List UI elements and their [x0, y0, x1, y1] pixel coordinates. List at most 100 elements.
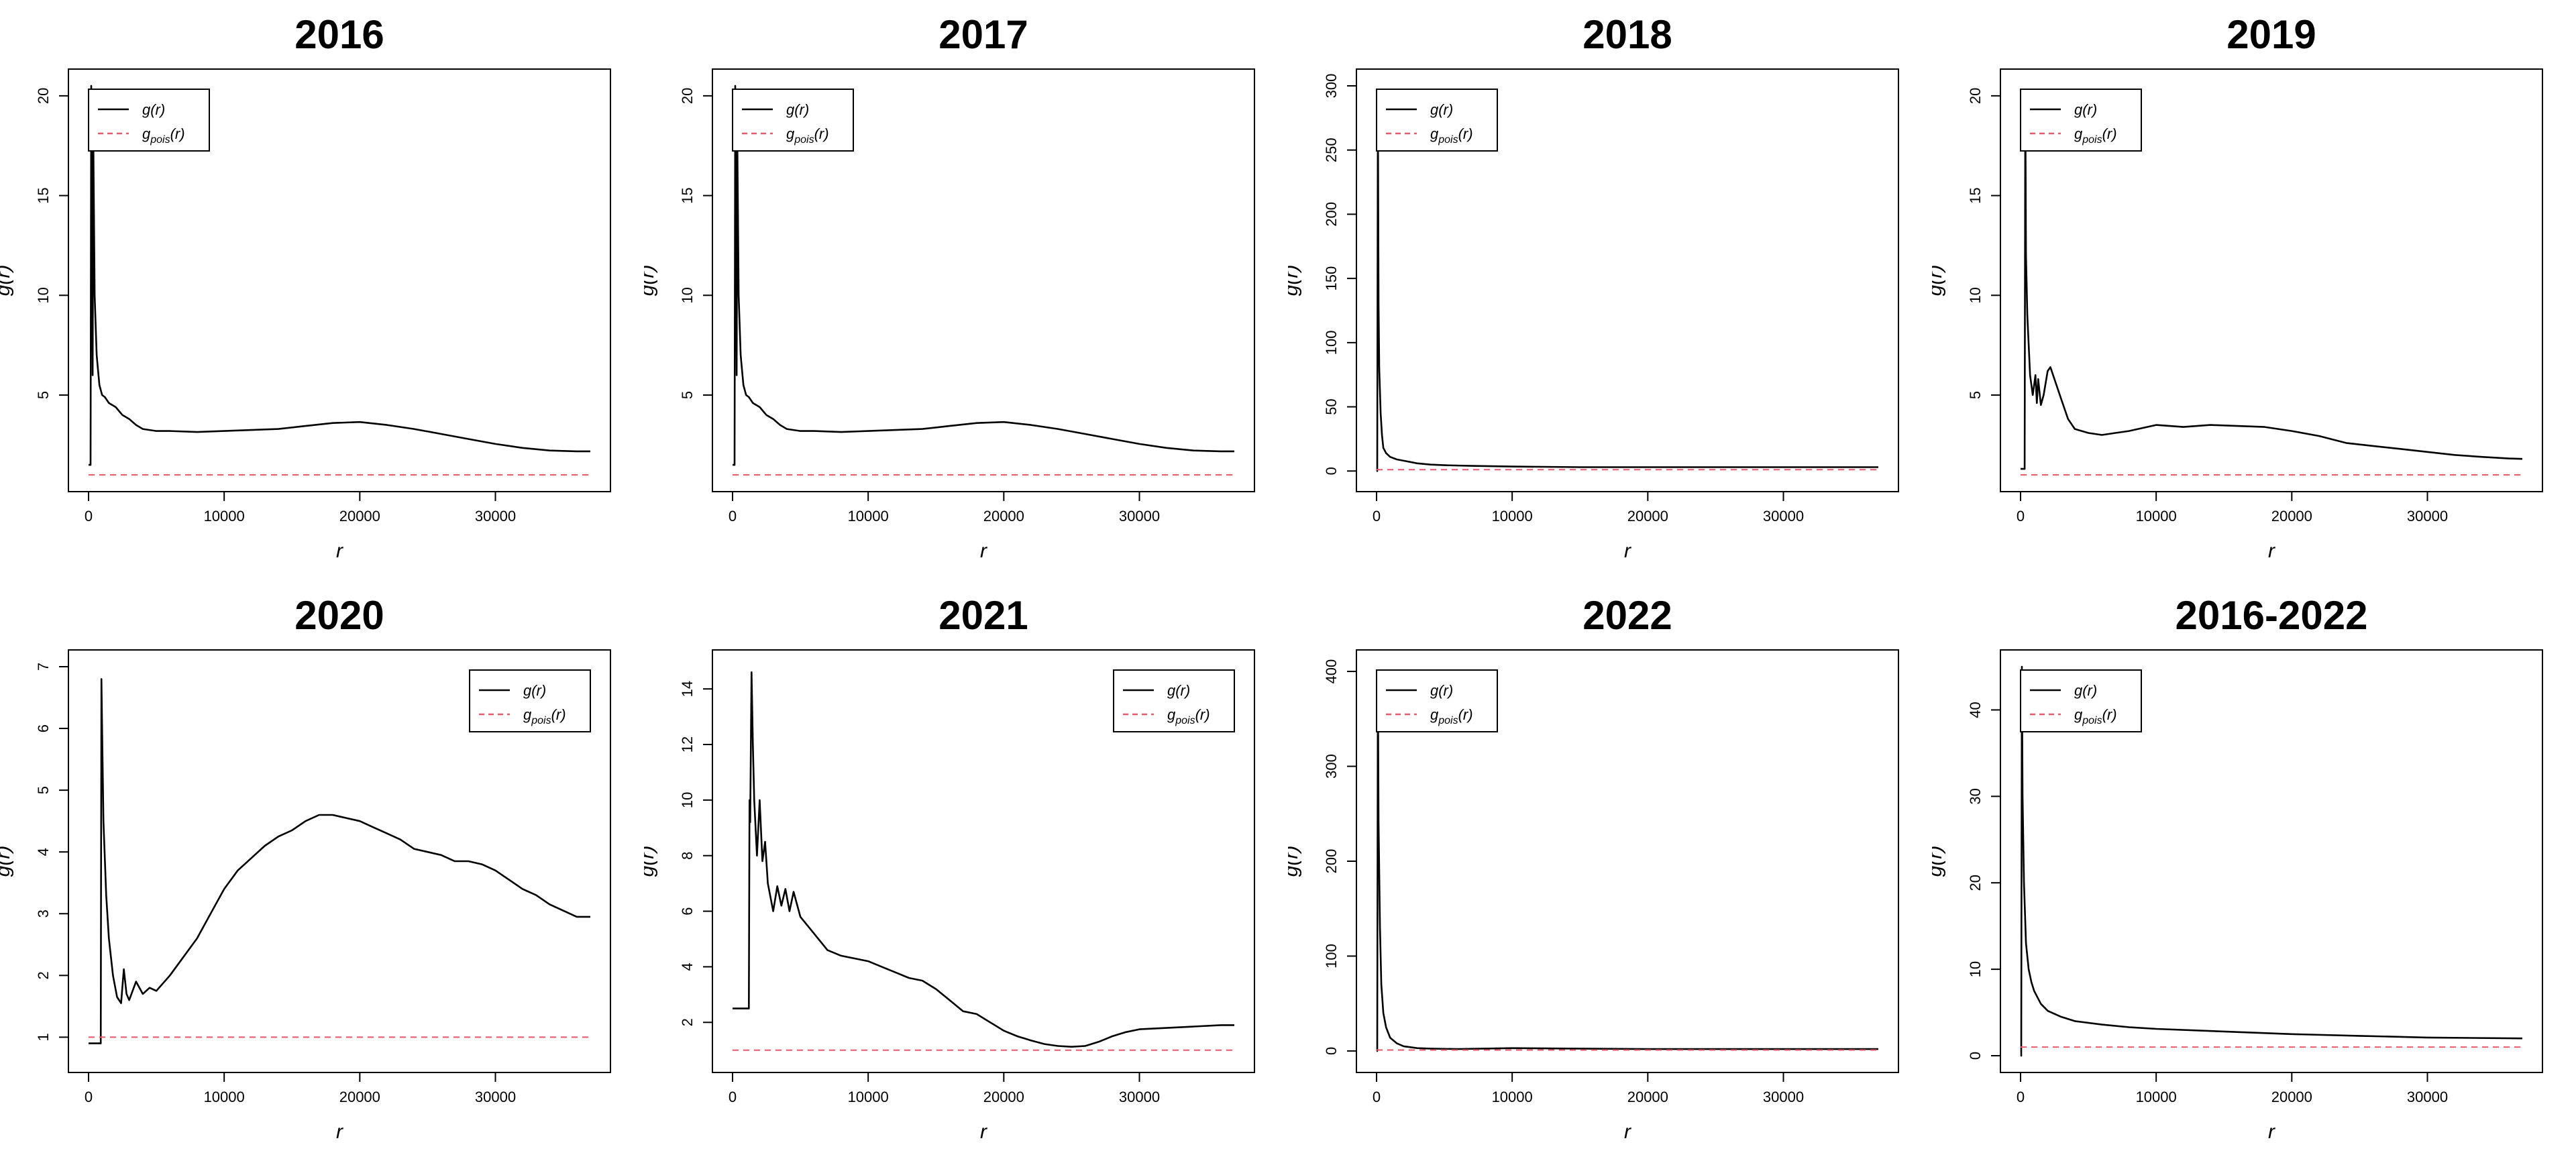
series-line-0: [733, 671, 1234, 1048]
y-tick-label: 10: [679, 792, 696, 808]
x-tick-label: 30000: [1119, 508, 1160, 525]
series-group: [2020, 665, 2523, 1057]
plot-frame: [2000, 68, 2543, 492]
series-line-0: [2020, 665, 2523, 1057]
legend-box: [469, 669, 591, 732]
legend-label: g(r): [523, 682, 546, 699]
plot-frame: [68, 68, 611, 492]
y-tick-label: 4: [679, 962, 696, 971]
chart-title: 2017: [938, 12, 1028, 57]
legend-label: g(r): [2074, 101, 2097, 118]
legend-label: g(r): [1430, 101, 1453, 118]
x-axis-label: r: [2268, 540, 2275, 562]
y-tick-label: 0: [1323, 1047, 1340, 1055]
x-axis-label: r: [336, 1121, 343, 1143]
y-tick-label: 2: [679, 1018, 696, 1026]
chart-title: 2019: [2226, 12, 2316, 57]
x-tick-label: 10000: [204, 1089, 245, 1105]
y-tick-label: 4: [35, 848, 52, 856]
x-tick-label: 10000: [1492, 1089, 1533, 1105]
y-tick-label: 14: [679, 681, 696, 697]
x-tick-label: 10000: [2136, 1089, 2177, 1105]
chart-title: 2022: [1582, 593, 1672, 638]
chart-title: 2018: [1582, 12, 1672, 57]
y-tick-label: 50: [1323, 398, 1340, 415]
series-group: [2021, 91, 2523, 476]
y-tick-label: 30: [1967, 788, 1984, 804]
y-tick-label: 200: [1323, 202, 1340, 227]
y-tick-label: 5: [1967, 391, 1984, 399]
legend-label: g(r): [1167, 682, 1190, 699]
series-line-0: [1376, 97, 1878, 472]
y-tick-label: 100: [1323, 330, 1340, 355]
y-tick-label: 6: [35, 724, 52, 732]
legend-box: [1376, 89, 1498, 152]
x-tick-label: 10000: [1492, 508, 1533, 525]
legend-label: g(r): [1430, 682, 1453, 699]
chart-panel-2: 2018 0 10000 20000 30000 0 50 100 150 200 250 300 r g…: [1288, 12, 1899, 562]
legend-box: [88, 89, 210, 152]
legend-box: [2020, 669, 2142, 732]
x-axis-label: r: [2268, 1121, 2275, 1143]
legend-box: [1113, 669, 1235, 732]
x-tick-label: 20000: [339, 1089, 380, 1105]
y-tick-label: 20: [35, 88, 52, 104]
x-tick-label: 0: [729, 508, 737, 525]
legend: g(r)gpois(r): [2020, 89, 2142, 152]
legend-label: g(r): [2074, 682, 2097, 699]
y-tick-label: 20: [1967, 875, 1984, 891]
y-tick-label: 10: [1967, 287, 1984, 303]
plot-frame: [712, 68, 1255, 492]
y-tick-label: 15: [679, 187, 696, 203]
x-tick-label: 20000: [983, 1089, 1024, 1105]
x-tick-label: 10000: [848, 508, 889, 525]
y-tick-label: 2: [35, 971, 52, 979]
y-tick-label: 15: [35, 187, 52, 203]
series-group: [89, 85, 590, 476]
y-tick-label: 7: [35, 663, 52, 671]
series-line-0: [2021, 91, 2523, 470]
y-axis-label: g(r): [1288, 265, 1302, 296]
x-tick-label: 0: [85, 1089, 93, 1105]
x-tick-label: 10000: [204, 508, 245, 525]
chart-title: 2020: [294, 593, 384, 638]
x-tick-label: 20000: [2271, 1089, 2312, 1105]
x-tick-label: 0: [1373, 1089, 1381, 1105]
y-tick-label: 100: [1323, 944, 1340, 969]
y-tick-label: 8: [679, 852, 696, 860]
y-tick-label: 3: [35, 909, 52, 918]
x-tick-label: 10000: [848, 1089, 889, 1105]
x-tick-label: 20000: [339, 508, 380, 525]
x-tick-label: 0: [2017, 508, 2025, 525]
x-tick-label: 0: [729, 1089, 737, 1105]
y-axis-label: g(r): [1932, 265, 1946, 296]
series-line-0: [1376, 670, 1878, 1052]
legend: g(r)gpois(r): [1376, 669, 1498, 732]
y-tick-label: 300: [1323, 74, 1340, 99]
y-tick-label: 400: [1323, 659, 1340, 684]
y-tick-label: 10: [679, 287, 696, 303]
y-axis-label: g(r): [1932, 846, 1946, 877]
series-line-0: [733, 85, 1234, 466]
x-tick-label: 30000: [1763, 508, 1804, 525]
x-axis-label: r: [336, 540, 343, 562]
chart-title: 2021: [938, 593, 1028, 638]
chart-title: 2016-2022: [2176, 593, 2368, 638]
y-axis-label: g(r): [0, 846, 14, 877]
y-tick-label: 12: [679, 736, 696, 753]
series-group: [1376, 97, 1878, 472]
y-axis-label: g(r): [1288, 846, 1302, 877]
legend-label: g(r): [142, 101, 165, 118]
plot-frame: [712, 649, 1255, 1073]
x-tick-label: 20000: [2271, 508, 2312, 525]
y-tick-label: 20: [1967, 88, 1984, 104]
x-tick-label: 20000: [983, 508, 1024, 525]
y-tick-label: 15: [1967, 187, 1984, 203]
y-tick-label: 5: [679, 391, 696, 399]
